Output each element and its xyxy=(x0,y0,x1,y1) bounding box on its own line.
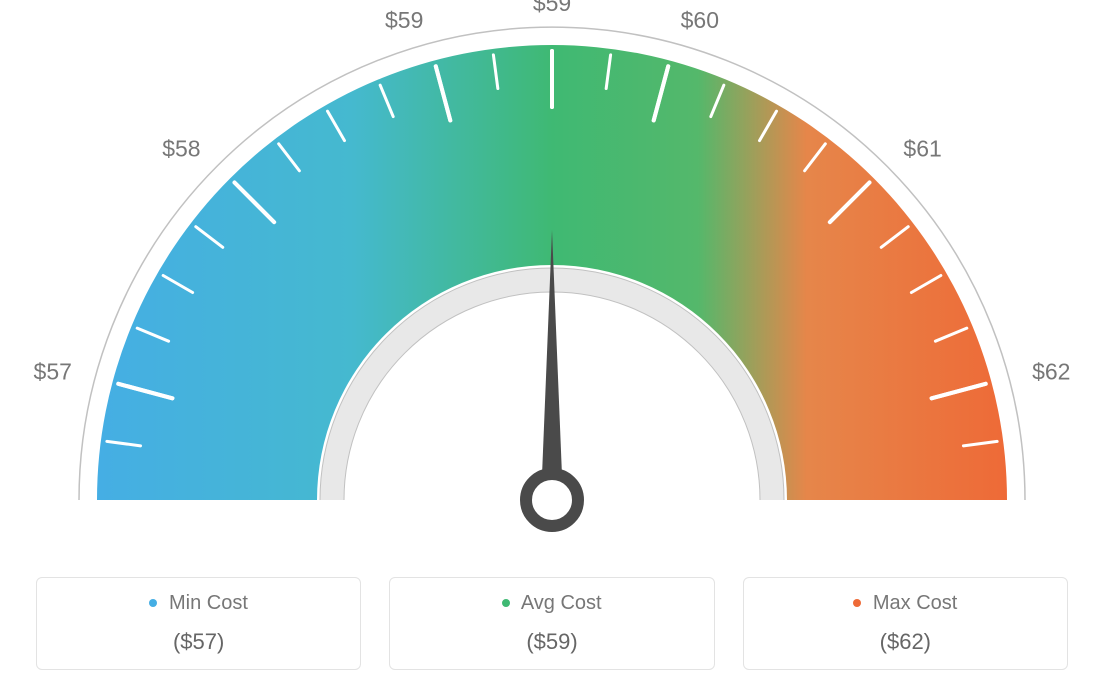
gauge-svg: $57 $58 $59 $59 $60 $61 $62 xyxy=(0,0,1104,560)
legend-title-max: Max Cost xyxy=(744,592,1067,615)
legend-card-min: Min Cost ($57) xyxy=(36,577,361,670)
legend-label-avg: Avg Cost xyxy=(521,592,602,614)
legend-dot-avg xyxy=(502,599,510,607)
legend-title-min: Min Cost xyxy=(37,592,360,615)
gauge-hub xyxy=(526,474,578,526)
legend-card-avg: Avg Cost ($59) xyxy=(389,577,714,670)
legend-value-max: ($62) xyxy=(744,629,1067,655)
gauge-tick-label: $57 xyxy=(34,358,72,384)
legend-title-avg: Avg Cost xyxy=(390,592,713,615)
legend-dot-min xyxy=(149,599,157,607)
legend-dot-max xyxy=(853,599,861,607)
legend-label-max: Max Cost xyxy=(873,592,957,614)
gauge-tick-label: $59 xyxy=(385,7,423,33)
legend-row: Min Cost ($57) Avg Cost ($59) Max Cost (… xyxy=(0,577,1104,670)
legend-value-avg: ($59) xyxy=(390,629,713,655)
gauge-area: $57 $58 $59 $59 $60 $61 $62 xyxy=(0,0,1104,560)
gauge-tick-label: $61 xyxy=(903,136,941,162)
gauge-tick-label: $60 xyxy=(681,7,719,33)
gauge-tick-label: $58 xyxy=(162,136,200,162)
gauge-tick-label: $62 xyxy=(1032,358,1070,384)
legend-value-min: ($57) xyxy=(37,629,360,655)
legend-card-max: Max Cost ($62) xyxy=(743,577,1068,670)
gauge-tick-label: $59 xyxy=(533,0,571,16)
cost-gauge-widget: $57 $58 $59 $59 $60 $61 $62 Min Cost ($57) Avg… xyxy=(0,0,1104,690)
legend-label-min: Min Cost xyxy=(169,592,248,614)
